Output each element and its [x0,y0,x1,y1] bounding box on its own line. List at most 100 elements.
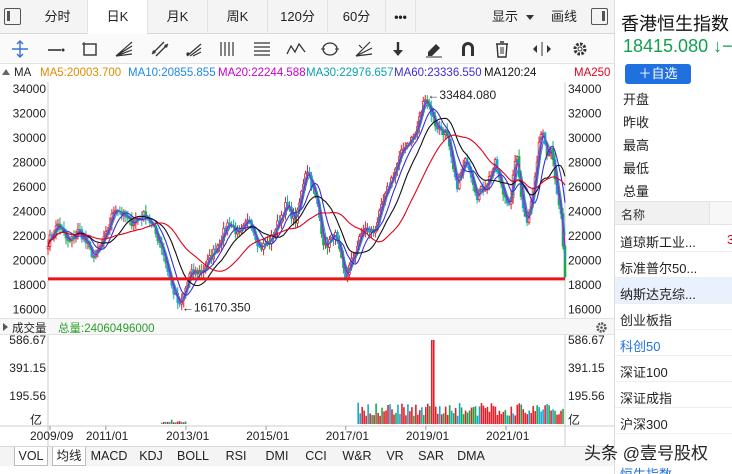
field-open: 开盘 [623,92,650,107]
tab-sar[interactable]: SAR [418,449,444,463]
volume-bar [516,404,519,424]
volume-bar [438,406,441,424]
volume-bar [405,415,407,424]
volume-bar [393,414,395,424]
list-item-sp500[interactable]: 标准普尔50... [615,252,732,278]
volume-bar [160,422,163,424]
chevron-down-icon [525,15,534,21]
volume-bar [383,411,385,424]
tab-120min[interactable]: 120分 [268,0,328,34]
ma120-value: MA120:24 [484,67,537,79]
list-item-label: 标准普尔50... [620,261,698,276]
list-item-label: 沪深300 [620,417,668,432]
volume-unit-left: 亿 [30,412,42,427]
kline-chart[interactable]: 34000 34000 32000 32000 30000 30000 28000 28000… [0,0,614,446]
list-item-nasdaq[interactable]: 纳斯达克综... [615,278,732,304]
draw-line-button[interactable]: 画线 [551,9,578,24]
tab-monthly-k[interactable]: 月K [148,0,208,34]
display-menu[interactable]: 显示 [492,0,534,34]
volume-bar [470,407,473,424]
rectangle-tool-icon[interactable] [80,40,100,58]
ma-legend-eye-icon[interactable] [2,69,10,75]
volume-y-tick-left: 391.15 [9,361,46,375]
more-periods-button[interactable]: ••• [386,0,416,34]
volume-bar [369,413,371,424]
parallel-channel-icon[interactable] [150,40,170,58]
tab-dmi[interactable]: DMI [265,449,289,463]
list-item-hang-seng-cut[interactable]: 恒生指数 [615,460,732,474]
tab-daily-k[interactable]: 日K [88,0,148,34]
tab-boll[interactable]: BOLL [177,449,209,463]
arrow-marker-icon[interactable] [388,40,408,58]
ma5-value: MA5:20003.700 [40,67,122,79]
tab-dma[interactable]: DMA [457,449,485,463]
volume-expand-icon[interactable] [3,323,8,331]
gann-fan-icon[interactable] [354,40,374,58]
volume-bar [371,415,373,424]
volume-bar [413,415,415,424]
tab-ma[interactable]: 均线 [52,447,86,466]
y-tick-label-right: 18000 [568,278,602,292]
volume-settings-icon[interactable] [595,321,608,334]
volume-bar [508,415,511,424]
volume-bar [536,405,538,424]
volume-bar [421,407,423,424]
list-item-csi300[interactable]: 沪深300 [615,408,732,434]
list-item-star50[interactable]: 科创50 [615,330,732,356]
cycle-tool-icon[interactable] [320,40,340,58]
list-column-header [709,202,732,224]
tab-macd[interactable]: MACD [90,449,128,463]
y-tick-label-right: 32000 [568,106,602,120]
volume-bar [474,406,477,424]
tab-60min[interactable]: 60分 [328,0,386,34]
volume-total: 总量:24060496000 [58,323,155,335]
tab-weekly-k[interactable]: 周K [208,0,268,34]
list-item-chinext[interactable]: 创业板指 [615,304,732,330]
vertical-lines-icon[interactable] [218,40,238,58]
volume-bar [514,415,517,424]
zoom-range-icon[interactable] [532,40,552,58]
sidebar-toggle-icon[interactable] [4,8,21,25]
volume-bar [542,409,544,424]
volume-bar [552,409,554,424]
eraser-icon[interactable] [424,40,444,58]
tab-kdj[interactable]: KDJ [139,449,163,463]
volume-bar [522,409,525,424]
tab-timeshare[interactable]: 分时 [28,0,88,34]
magnet-icon[interactable] [458,40,478,58]
pitchfork-icon[interactable] [184,40,204,58]
trash-icon[interactable] [492,40,512,58]
volume-bar [452,413,455,424]
list-item-dow-jones[interactable]: 道琼斯工业... 3 [615,226,732,252]
list-item-label: 创业板指 [620,313,673,328]
volume-bar [407,404,409,424]
wave-tool-icon[interactable] [286,40,306,58]
list-item-szse-component[interactable]: 深证成指 [615,382,732,408]
volume-bar [436,413,439,424]
x-tick-label: 2011/01 [86,429,129,443]
tab-rsi[interactable]: RSI [225,449,247,463]
fibonacci-icon[interactable] [252,40,272,58]
field-prev-close: 昨收 [623,115,650,130]
add-watchlist-button[interactable]: ＋自选 [625,64,691,84]
line-segment-icon[interactable] [46,40,66,58]
crosshair-icon[interactable] [10,40,30,58]
volume-unit-right: 亿 [568,412,580,427]
list-item-szse100[interactable]: 深证100 [615,356,732,382]
tab-cci[interactable]: CCI [305,449,327,463]
index-price: 18415.080 ↓− [623,36,732,56]
x-tick-label: 2009/09 [30,429,74,443]
volume-bar [409,411,411,424]
tab-vol[interactable]: VOL [14,447,48,466]
y-tick-label-left: 20000 [13,254,47,268]
tab-vr[interactable]: VR [386,449,404,463]
volume-bar [544,405,546,424]
fan-lines-icon[interactable] [114,40,134,58]
panel-toggle-icon[interactable] [591,8,608,25]
list-item-value: 3 [727,232,732,247]
field-high: 最高 [623,138,650,153]
gear-icon[interactable] [570,40,590,58]
volume-y-tick-right: 195.56 [568,389,605,403]
volume-bar [540,411,542,424]
tab-wr[interactable]: W&R [342,449,372,463]
